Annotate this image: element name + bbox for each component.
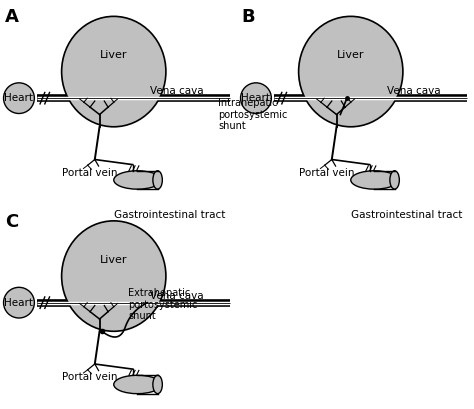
Ellipse shape xyxy=(299,16,403,127)
Text: Liver: Liver xyxy=(100,50,128,60)
Ellipse shape xyxy=(240,83,271,113)
Ellipse shape xyxy=(153,171,162,189)
Text: Vena cava: Vena cava xyxy=(387,86,441,96)
Text: A: A xyxy=(5,8,18,26)
Ellipse shape xyxy=(114,375,161,393)
Text: Heart: Heart xyxy=(4,93,34,103)
Ellipse shape xyxy=(3,287,34,318)
Text: Liver: Liver xyxy=(100,255,128,265)
Ellipse shape xyxy=(153,375,162,393)
Text: Portal vein: Portal vein xyxy=(299,168,354,178)
Ellipse shape xyxy=(3,83,34,113)
Ellipse shape xyxy=(390,171,399,189)
Text: Vena cava: Vena cava xyxy=(150,291,204,301)
Text: Intrahepatic
portosystemic
shunt: Intrahepatic portosystemic shunt xyxy=(218,98,287,131)
Text: B: B xyxy=(242,8,255,26)
Ellipse shape xyxy=(351,171,398,189)
Text: Extrahepatic
portosystemic
shunt: Extrahepatic portosystemic shunt xyxy=(128,288,197,321)
Ellipse shape xyxy=(62,16,166,127)
Text: Portal vein: Portal vein xyxy=(62,372,117,382)
Text: Heart: Heart xyxy=(4,298,34,308)
Text: Gastrointestinal tract: Gastrointestinal tract xyxy=(114,209,225,220)
Text: Gastrointestinal tract: Gastrointestinal tract xyxy=(351,209,462,220)
Ellipse shape xyxy=(62,221,166,331)
Text: Vena cava: Vena cava xyxy=(150,86,204,96)
Text: C: C xyxy=(5,213,18,231)
Text: Liver: Liver xyxy=(337,50,365,60)
Text: Portal vein: Portal vein xyxy=(62,168,117,178)
Ellipse shape xyxy=(114,171,161,189)
Text: Heart: Heart xyxy=(241,93,271,103)
